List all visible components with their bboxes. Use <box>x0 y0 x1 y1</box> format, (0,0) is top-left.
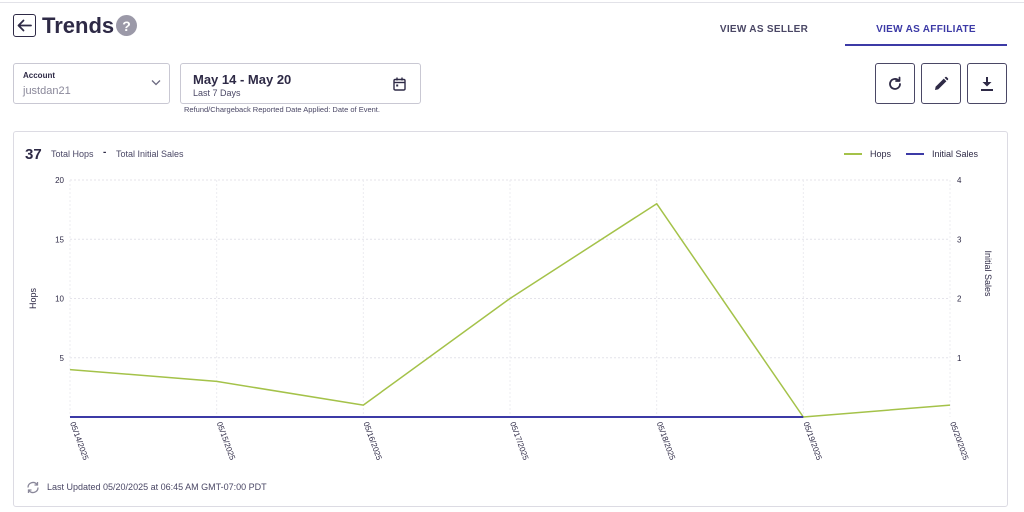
summary-separator: - <box>103 147 107 158</box>
y-axis-left-tick: 15 <box>55 235 64 244</box>
x-axis-tick: 05/17/2025 <box>508 421 530 462</box>
y-axis-right-label: Initial Sales <box>983 250 993 297</box>
refresh-icon <box>889 76 901 90</box>
legend-swatch-hops <box>844 153 862 155</box>
refresh-button[interactable] <box>875 63 915 104</box>
edit-button[interactable] <box>921 63 961 104</box>
x-axis-tick: 05/15/2025 <box>215 421 237 462</box>
total-sales-label: Total Initial Sales <box>116 149 184 159</box>
chevron-down-icon <box>151 80 161 86</box>
pencil-icon <box>935 76 949 90</box>
account-label: Account <box>23 71 55 80</box>
date-period-label: Last 7 Days <box>193 88 241 98</box>
date-range-picker[interactable]: May 14 - May 20 Last 7 Days <box>180 63 421 104</box>
help-icon[interactable]: ? <box>116 15 137 36</box>
tab-view-as-affiliate[interactable]: VIEW AS AFFILIATE <box>876 24 976 35</box>
y-axis-left-tick: 20 <box>55 176 64 185</box>
total-hops-label: Total Hops <box>51 149 94 159</box>
total-count: 37 <box>25 146 42 163</box>
legend-item-initial-sales[interactable]: Initial Sales <box>906 149 978 159</box>
x-axis-tick: 05/19/2025 <box>801 421 823 462</box>
arrow-left-icon <box>17 19 32 32</box>
date-range-value: May 14 - May 20 <box>193 72 292 87</box>
account-select[interactable]: Account justdan21 <box>13 63 170 104</box>
back-button[interactable] <box>13 14 36 37</box>
refund-note: Refund/Chargeback Reported Date Applied:… <box>184 105 380 114</box>
page-title: Trends <box>42 13 115 38</box>
y-axis-right-tick: 1 <box>957 354 962 363</box>
top-divider <box>0 2 1024 3</box>
calendar-icon <box>393 77 406 91</box>
y-axis-right-tick: 2 <box>957 295 962 304</box>
trends-chart-card <box>13 131 1008 507</box>
y-axis-right-tick: 3 <box>957 235 962 244</box>
x-axis-tick: 05/14/2025 <box>68 421 90 462</box>
legend-label-hops: Hops <box>870 149 892 159</box>
y-axis-right-tick: 4 <box>957 176 962 185</box>
legend-swatch-initial-sales <box>906 153 924 155</box>
x-axis-tick: 05/18/2025 <box>655 421 677 462</box>
x-axis-tick: 05/16/2025 <box>361 421 383 462</box>
last-updated-text: Last Updated 05/20/2025 at 06:45 AM GMT-… <box>47 482 267 492</box>
y-axis-left-label: Hops <box>28 287 38 309</box>
download-icon <box>981 76 993 91</box>
sync-icon <box>27 481 39 494</box>
legend-item-hops[interactable]: Hops <box>844 149 891 159</box>
tab-view-as-seller[interactable]: VIEW AS SELLER <box>719 24 809 35</box>
download-button[interactable] <box>967 63 1007 104</box>
y-axis-left-tick: 5 <box>60 354 65 363</box>
legend-label-initial-sales: Initial Sales <box>932 149 979 159</box>
y-axis-left-tick: 10 <box>55 295 64 304</box>
account-value: justdan21 <box>23 85 71 97</box>
active-tab-indicator <box>845 44 1007 46</box>
x-axis-tick: 05/20/2025 <box>948 421 970 462</box>
